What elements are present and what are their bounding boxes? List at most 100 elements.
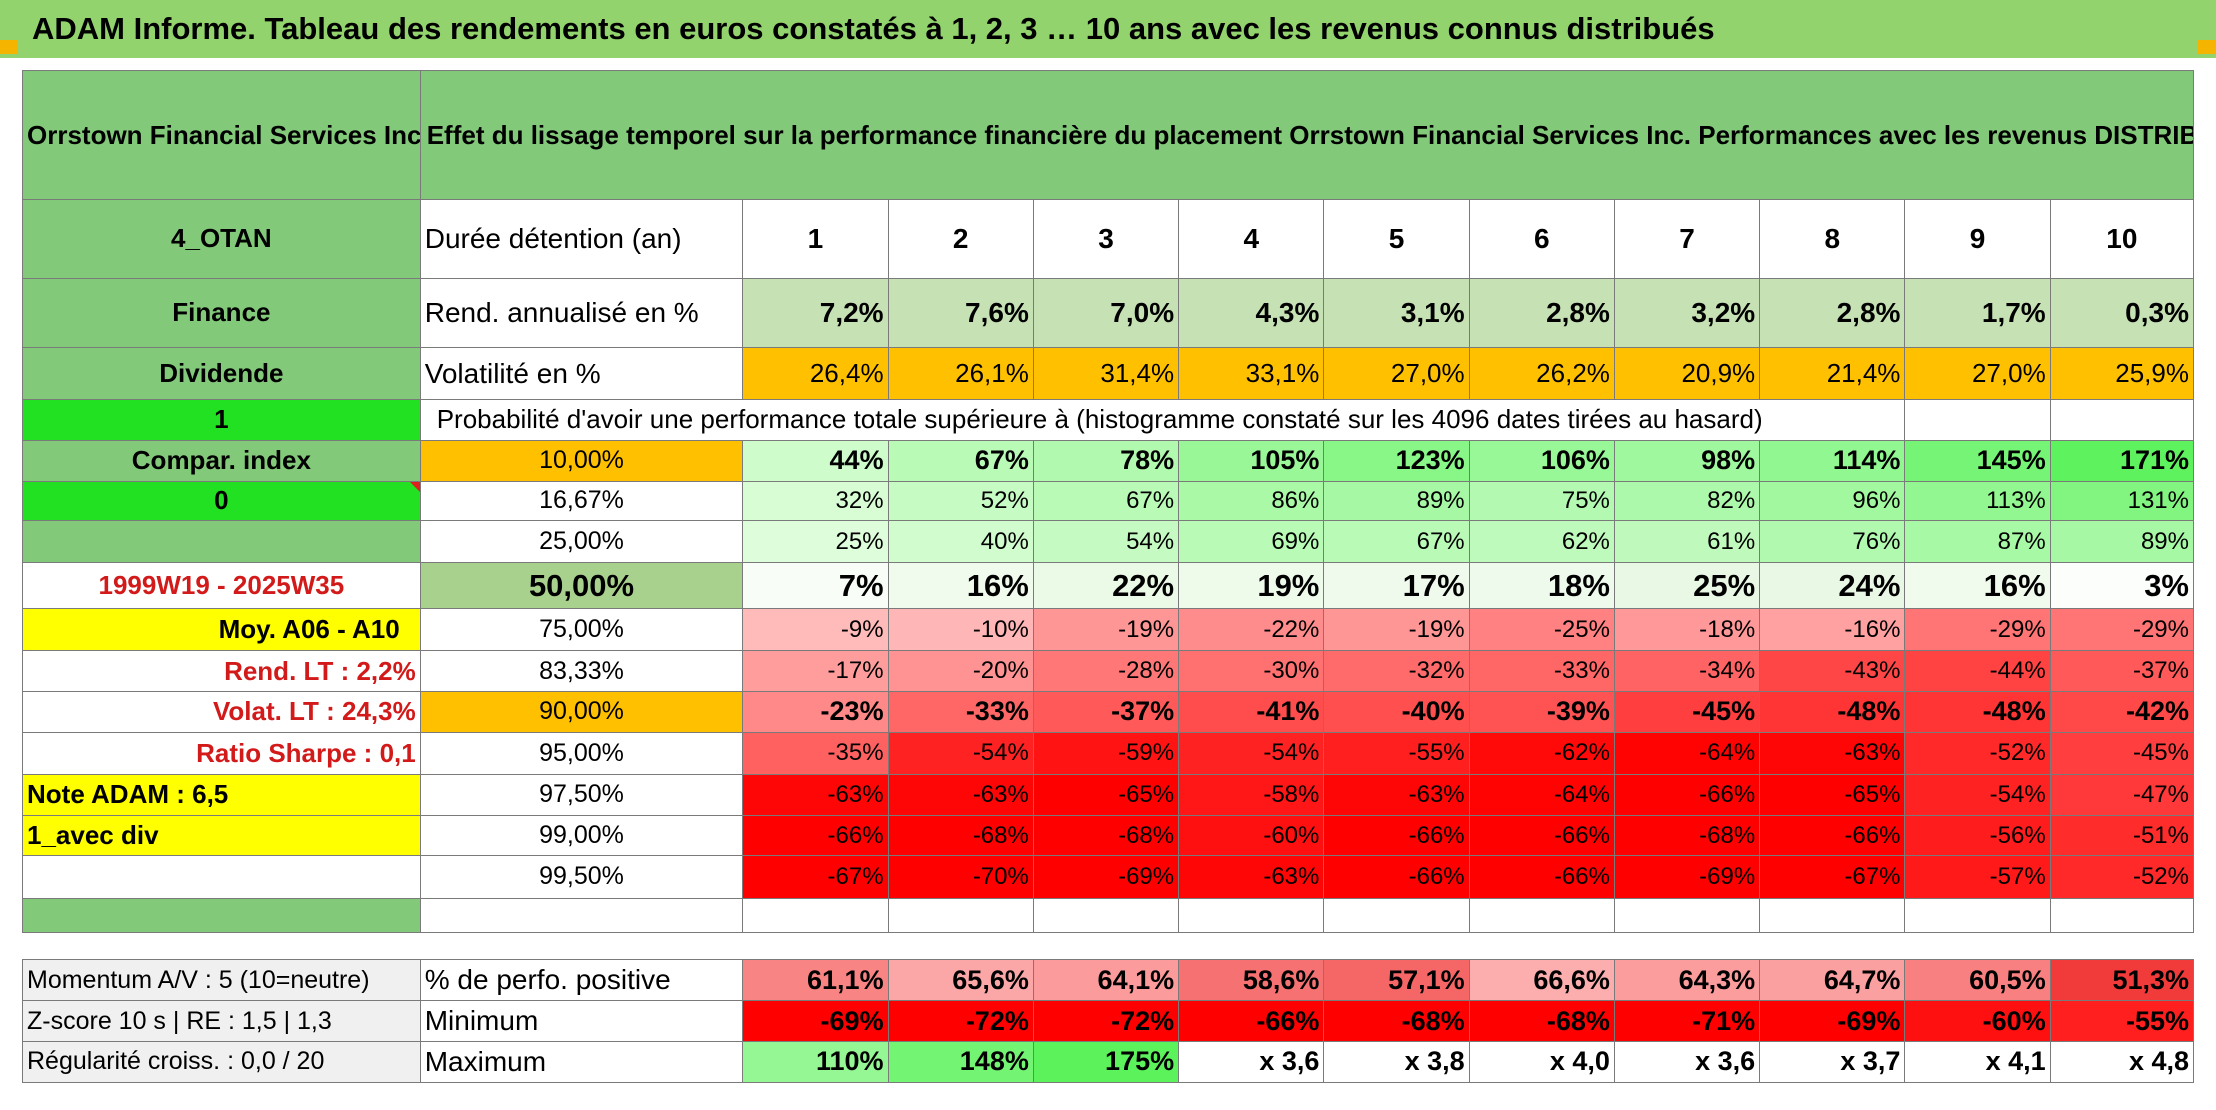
performance-value: -41% [1178, 690, 1325, 733]
pct-pos-value: 60,5% [1904, 959, 2051, 1002]
performance-value: -66% [742, 814, 889, 857]
maximum-value: x 4,0 [1468, 1040, 1615, 1084]
performance-value: -22% [1178, 608, 1325, 652]
performance-value: -44% [1904, 650, 2051, 692]
percentile-level: 25,00% [419, 520, 744, 564]
performance-value: -35% [742, 731, 889, 775]
performance-value: -62% [1468, 731, 1615, 775]
performance-value: 44% [742, 439, 889, 482]
pct-pos-value: 64,7% [1759, 959, 1906, 1002]
performance-value: 89% [2049, 520, 2195, 564]
rend-value: 7,6% [887, 277, 1034, 349]
performance-value: 113% [1904, 480, 2051, 522]
rend-value: 3,2% [1613, 277, 1761, 349]
performance-value: -64% [1468, 773, 1615, 816]
pct-pos-value: 66,6% [1468, 959, 1615, 1002]
zscore: Z-score 10 s | RE : 1,5 | 1,3 [22, 1000, 421, 1042]
performance-value: -45% [1613, 690, 1761, 733]
blank-cell [1904, 399, 2051, 441]
label-pct-pos: % de perfo. positive [419, 959, 744, 1002]
performance-value: -48% [1904, 690, 2051, 733]
spacer [23, 933, 2194, 960]
performance-value: -68% [887, 814, 1034, 857]
pct-pos-value: 64,1% [1032, 959, 1180, 1002]
performance-value: 114% [1759, 439, 1906, 482]
performance-value: -59% [1032, 731, 1180, 775]
returns-table: Orrstown Financial Services Inc Effet du … [22, 70, 2195, 1084]
percentile-level: 97,50% [419, 773, 744, 816]
performance-value: 86% [1178, 480, 1325, 522]
performance-value: 54% [1032, 520, 1180, 564]
performance-value: -65% [1032, 773, 1180, 816]
performance-value: -32% [1323, 650, 1470, 692]
pct-pos-value: 65,6% [887, 959, 1034, 1002]
performance-value: -66% [1323, 855, 1470, 899]
spacer [742, 897, 889, 934]
performance-value: -60% [1178, 814, 1325, 857]
pct-pos-value: 57,1% [1323, 959, 1470, 1002]
performance-value: -51% [2049, 814, 2195, 857]
performance-value: -37% [1032, 690, 1180, 733]
volat-value: 33,1% [1178, 347, 1325, 401]
performance-value: -63% [1759, 731, 1906, 775]
note-adam: Note ADAM : 6,5 [22, 773, 421, 816]
label-volat: Volatilité en % [419, 347, 744, 401]
performance-value: -65% [1759, 773, 1906, 816]
maximum-value: x 3,6 [1178, 1040, 1325, 1084]
performance-value: 67% [1032, 480, 1180, 522]
performance-value: -55% [1323, 731, 1470, 775]
performance-value: -18% [1613, 608, 1761, 652]
minimum-value: -69% [742, 1000, 889, 1042]
rend-value: 3,1% [1323, 277, 1470, 349]
rend-value: 2,8% [1468, 277, 1615, 349]
performance-value: 76% [1759, 520, 1906, 564]
corner-marker [2198, 40, 2216, 54]
performance-value: -63% [887, 773, 1034, 816]
proba-caption: Probabilité d'avoir une performance tota… [419, 399, 1906, 441]
minimum-value: -66% [1178, 1000, 1325, 1042]
minimum-value: -68% [1323, 1000, 1470, 1042]
pct-pos-value: 61,1% [742, 959, 889, 1002]
performance-value: -10% [887, 608, 1034, 652]
rend-value: 7,0% [1032, 277, 1180, 349]
performance-value: -33% [1468, 650, 1615, 692]
performance-value: 25% [742, 520, 889, 564]
performance-value: -33% [887, 690, 1034, 733]
performance-value: -63% [1323, 773, 1470, 816]
rend-value: 4,3% [1178, 277, 1325, 349]
pct-pos-value: 64,3% [1613, 959, 1761, 1002]
label-minimum: Minimum [419, 1000, 744, 1042]
volat-value: 25,9% [2049, 347, 2195, 401]
performance-value: 75% [1468, 480, 1615, 522]
year-header: 4 [1178, 198, 1325, 279]
corner-marker [0, 40, 18, 54]
performance-value: -66% [1323, 814, 1470, 857]
maximum-value: x 4,8 [2049, 1040, 2195, 1084]
performance-value: -57% [1904, 855, 2051, 899]
spacer [1032, 897, 1180, 934]
performance-value: 52% [887, 480, 1034, 522]
maximum-value: x 3,6 [1613, 1040, 1761, 1084]
performance-value: -63% [1178, 855, 1325, 899]
performance-value: 89% [1323, 480, 1470, 522]
year-header: 10 [2049, 198, 2195, 279]
maximum-value: x 4,1 [1904, 1040, 2051, 1084]
minimum-value: -69% [1759, 1000, 1906, 1042]
volat-value: 21,4% [1759, 347, 1906, 401]
performance-value: -67% [1759, 855, 1906, 899]
volat-value: 26,1% [887, 347, 1034, 401]
performance-value: -52% [2049, 855, 2195, 899]
performance-value: -20% [887, 650, 1034, 692]
maximum-value: 110% [742, 1040, 889, 1084]
year-header: 5 [1323, 198, 1470, 279]
minimum-value: -72% [1032, 1000, 1180, 1042]
minimum-value: -72% [887, 1000, 1034, 1042]
label-duree: Durée détention (an) [419, 198, 744, 279]
minimum-value: -55% [2049, 1000, 2195, 1042]
year-header: 2 [887, 198, 1034, 279]
performance-value: 61% [1613, 520, 1761, 564]
performance-value: -42% [2049, 690, 2195, 733]
performance-value: -9% [742, 608, 889, 652]
performance-value: 25% [1613, 562, 1761, 610]
performance-value: 17% [1323, 562, 1470, 610]
